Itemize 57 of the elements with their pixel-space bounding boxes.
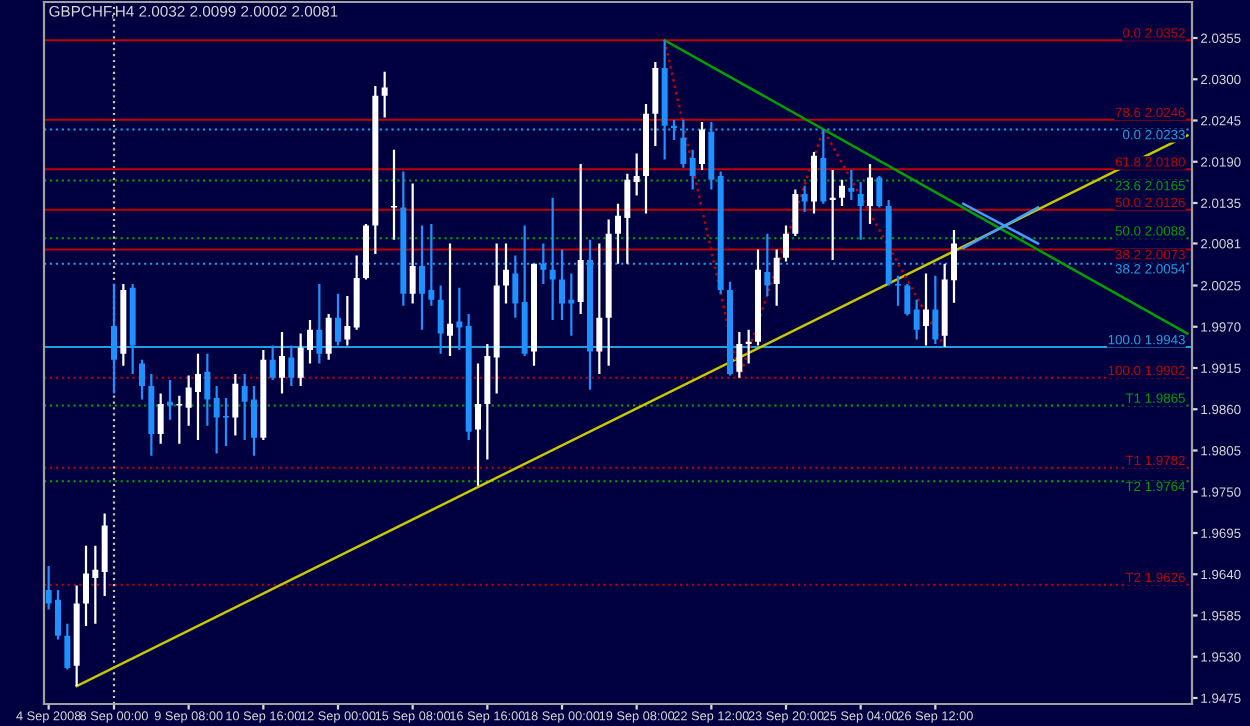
candlestick (773, 248, 780, 307)
candlestick (895, 274, 901, 307)
candlestick (512, 254, 519, 319)
candlestick (708, 120, 715, 191)
candlestick (801, 184, 808, 214)
candlestick (745, 328, 752, 365)
candlestick (232, 372, 239, 437)
candlestick (101, 512, 108, 598)
candlestick (764, 232, 771, 298)
candlestick (923, 272, 929, 347)
candlestick (475, 362, 481, 487)
candlestick (652, 60, 659, 148)
candlestick (437, 284, 444, 355)
candlestick (316, 282, 323, 365)
candlestick (904, 282, 911, 317)
candlestick (540, 242, 547, 286)
candlestick (736, 330, 743, 379)
candlestick (64, 622, 71, 671)
candlestick (409, 182, 416, 305)
candlestick (848, 168, 855, 202)
candlestick (633, 152, 640, 197)
candlestick (325, 312, 332, 361)
candlestick (829, 168, 836, 262)
candlestick (951, 228, 957, 304)
candlestick (876, 174, 883, 209)
candlestick (680, 118, 687, 169)
candlestick (699, 120, 705, 172)
candlestick (913, 298, 920, 341)
candlestick (503, 242, 509, 305)
candlestick (484, 342, 491, 461)
candlestick (577, 162, 584, 316)
candlestick (689, 148, 696, 191)
candlestick (335, 292, 341, 347)
candlestick (671, 118, 677, 142)
candlestick (783, 224, 789, 263)
candlestick (596, 242, 603, 376)
candlestick (148, 372, 155, 457)
candlestick (139, 358, 145, 401)
candlestick (279, 330, 285, 395)
candlestick (447, 242, 453, 358)
candlestick (857, 180, 864, 241)
candlestick (839, 178, 845, 208)
candlestick (867, 162, 873, 226)
candlestick (204, 352, 211, 427)
candlestick (269, 344, 276, 382)
candlestick (381, 70, 388, 119)
candlestick (811, 150, 817, 215)
candlestick (932, 274, 939, 346)
candlestick (391, 148, 397, 241)
candlestick (111, 282, 117, 395)
candlestick (549, 196, 556, 322)
candlestick (820, 128, 827, 205)
candlestick (456, 286, 463, 352)
candlestick (344, 294, 351, 347)
candlestick (157, 392, 164, 445)
candlestick (792, 188, 799, 238)
candlestick (288, 344, 295, 388)
